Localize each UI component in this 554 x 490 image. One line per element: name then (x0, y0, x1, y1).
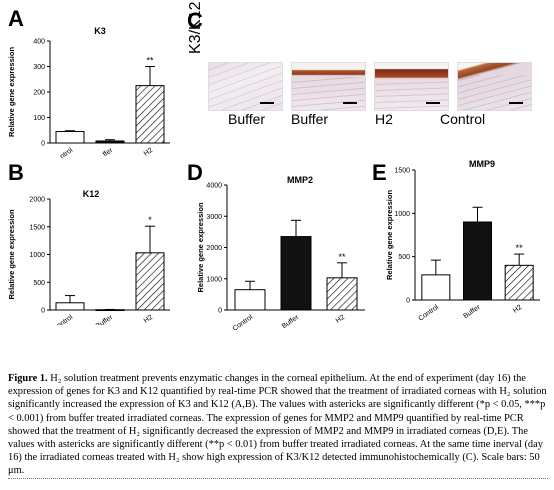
micrograph-h2 (374, 62, 449, 111)
micrograph-buffer-1 (208, 62, 283, 111)
chart-b: K12 Relative gene expression 0 500 1000 1500 2… (7, 189, 170, 325)
histology-label-4: Control (440, 111, 486, 127)
caption-text: H₂ solution treatment prevents enzymatic… (8, 373, 547, 477)
histology-side-label: K3/K12 (187, 1, 204, 54)
y-tick-label: 0 (41, 308, 45, 315)
bar-h2 (135, 252, 165, 311)
panel-label-a: A (8, 6, 24, 31)
histology-label-1: Buffer (228, 111, 266, 127)
y-tick-label: 4000 (206, 183, 222, 190)
chart-title: MMP2 (287, 175, 313, 185)
histology-images (208, 62, 532, 111)
divider (8, 478, 548, 479)
y-tick-label: 2000 (29, 197, 45, 204)
y-axis-label: Relative gene expression (385, 190, 394, 280)
y-tick-label: 3000 (206, 214, 222, 221)
significance-mark: * (148, 215, 152, 225)
x-tick-label: H2 (143, 147, 154, 158)
x-tick-label: Control (417, 304, 440, 323)
chart-e: MMP9 Relative gene expression 0 500 1000 1500… (385, 159, 540, 323)
y-tick-label: 0 (406, 298, 410, 305)
bar-control (55, 131, 85, 144)
histology-label-2: Buffer (291, 111, 329, 127)
panel-label-c: C (187, 8, 203, 33)
x-tick-label: Buffer (95, 314, 115, 325)
y-axis-label: Relative gene expression (7, 47, 16, 137)
y-tick-label: 100 (33, 115, 45, 122)
chart-title: MMP9 (469, 159, 495, 169)
y-tick-label: 1000 (29, 252, 45, 259)
x-tick-label: Buffer (462, 304, 482, 321)
bar-h2 (135, 85, 165, 144)
scale-bar (343, 102, 357, 104)
y-tick-label: 200 (33, 90, 45, 97)
bar-buffer (95, 140, 125, 144)
panel-label-b: B (8, 160, 24, 185)
panel-label-e: E (372, 160, 387, 185)
bar-buffer (280, 236, 312, 311)
x-tick-label: H2 (512, 304, 523, 315)
histology-label-3: H2 (375, 111, 393, 127)
micrograph-control (457, 62, 532, 111)
chart-title: K3 (94, 26, 106, 36)
bar-control (234, 289, 266, 311)
y-tick-label: 1000 (206, 276, 222, 283)
y-tick-label: 0 (218, 308, 222, 315)
chart-d: MMP2 Relative gene expression 0 1000 2000 300… (196, 175, 365, 333)
y-axis-label: Relative gene expression (196, 202, 205, 292)
x-tick-label: ntrol (59, 147, 75, 161)
x-tick-label: H2 (335, 314, 346, 325)
scale-bar (426, 102, 440, 104)
x-tick-label: ffer (102, 147, 115, 159)
x-tick-label: Control (52, 314, 75, 325)
y-tick-label: 400 (33, 39, 45, 46)
y-tick-label: 1500 (29, 224, 45, 231)
figure-caption: Figure 1. H₂ solution treatment prevents… (8, 372, 548, 478)
micrograph-buffer-2 (291, 62, 366, 111)
bar-control (421, 274, 451, 301)
y-tick-label: 1000 (394, 211, 410, 218)
y-tick-label: 1500 (394, 168, 410, 175)
bar-h2 (504, 264, 534, 301)
significance-mark: ** (338, 252, 346, 262)
x-tick-label: H2 (143, 314, 154, 325)
bar-buffer (463, 221, 492, 301)
panel-label-d: D (187, 160, 203, 185)
figure-label: Figure 1. (8, 373, 48, 384)
significance-mark: ** (146, 56, 154, 66)
chart-title: K12 (83, 189, 100, 199)
significance-mark: ** (516, 243, 524, 253)
x-tick-label: Buffer (281, 314, 301, 331)
bar-h2 (326, 277, 358, 311)
y-tick-label: 2000 (206, 245, 222, 252)
bar-control (55, 302, 85, 311)
y-tick-label: 500 (33, 280, 45, 287)
y-tick-label: 500 (398, 254, 410, 261)
x-tick-label: Control (232, 314, 255, 333)
chart-a: K3 Relative gene expression 0 100 200 300 400 n… (7, 26, 170, 161)
y-tick-label: 300 (33, 64, 45, 71)
y-axis-label: Relative gene expression (7, 209, 16, 299)
y-tick-label: 0 (41, 141, 45, 148)
scale-bar (509, 102, 523, 104)
scale-bar (260, 102, 274, 104)
